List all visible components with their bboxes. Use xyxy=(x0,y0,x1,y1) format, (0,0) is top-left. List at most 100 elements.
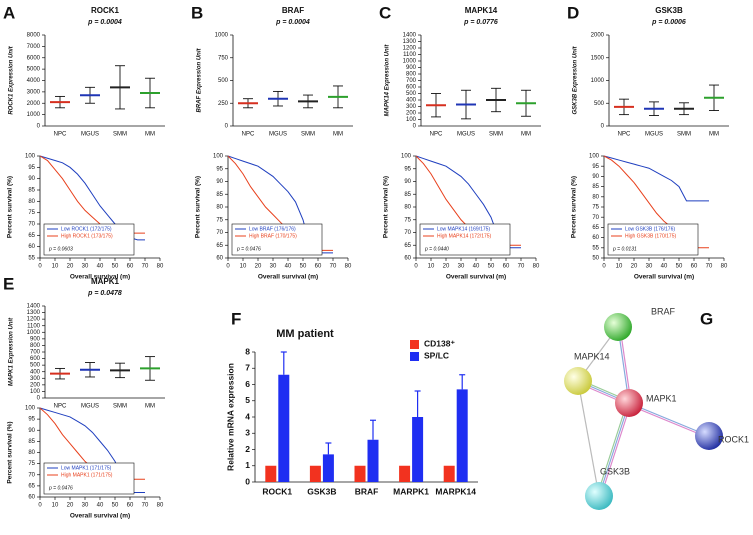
x-tick-label: MM xyxy=(333,132,343,138)
y-tick-label: 90 xyxy=(28,428,35,434)
y-tick-label: 7 xyxy=(245,363,250,373)
y-tick-label: 80 xyxy=(404,205,411,211)
node-label: BRAF xyxy=(651,306,676,316)
y-axis-label: ROCK1 Expression Unit xyxy=(9,45,15,114)
legend-swatch xyxy=(410,340,419,349)
y-tick-label: 70 xyxy=(404,230,411,236)
x-tick-label: 40 xyxy=(285,264,292,270)
bar xyxy=(412,417,424,482)
legend-label: Low GSK3B (176/176) xyxy=(625,226,675,232)
node xyxy=(695,422,723,450)
annotation: p = 0.0776 xyxy=(463,19,498,26)
x-tick-label: 10 xyxy=(428,264,435,270)
x-tick-label: 0 xyxy=(38,264,42,270)
y-tick-label: 1000 xyxy=(591,78,605,84)
y-tick-label: 65 xyxy=(28,483,35,489)
y-tick-label: 65 xyxy=(592,225,599,231)
x-tick-label: BRAF xyxy=(355,486,379,496)
x-tick-label: 20 xyxy=(443,264,450,270)
y-tick-label: 7000 xyxy=(27,44,41,50)
y-tick-label: 50 xyxy=(592,256,599,262)
y-tick-label: 60 xyxy=(592,235,599,241)
y-tick-label: 85 xyxy=(28,439,35,445)
y-tick-label: 90 xyxy=(216,179,223,185)
y-tick-label: 600 xyxy=(30,356,41,362)
bar xyxy=(367,439,379,482)
legend-box xyxy=(43,462,135,495)
y-tick-label: 400 xyxy=(406,98,417,104)
y-tick-label: 3 xyxy=(245,428,250,438)
chart-title: MAPK1 xyxy=(91,277,120,286)
y-tick-label: 300 xyxy=(406,104,417,110)
y-tick-label: 80 xyxy=(592,194,599,200)
x-tick-label: MGUS xyxy=(81,132,99,138)
x-tick-label: SMM xyxy=(113,132,127,138)
x-tick-label: 20 xyxy=(255,264,262,270)
y-tick-label: 100 xyxy=(213,154,224,160)
x-tick-label: 50 xyxy=(112,503,119,509)
node-label: MAPK1 xyxy=(646,393,677,403)
legend-box xyxy=(231,223,323,256)
x-tick-label: 80 xyxy=(345,264,352,270)
annotation: p = 0.0004 xyxy=(87,19,122,26)
x-tick-label: 10 xyxy=(52,264,59,270)
x-axis-label: Overall survival (m) xyxy=(258,274,318,281)
x-tick-label: 40 xyxy=(97,503,104,509)
y-tick-label: 0 xyxy=(37,396,41,402)
x-tick-label: 10 xyxy=(52,503,59,509)
x-tick-label: GSK3B xyxy=(307,486,336,496)
y-tick-label: 65 xyxy=(216,243,223,249)
y-tick-label: 60 xyxy=(28,244,35,250)
y-tick-label: 1000 xyxy=(403,59,417,65)
x-tick-label: 80 xyxy=(157,264,164,270)
y-tick-label: 900 xyxy=(406,65,417,71)
y-tick-label: 90 xyxy=(404,179,411,185)
x-tick-label: MARPK1 xyxy=(393,486,429,496)
x-tick-label: NPC xyxy=(430,132,443,138)
y-tick-label: 55 xyxy=(28,256,35,262)
x-tick-label: NPC xyxy=(618,132,631,138)
y-tick-label: 500 xyxy=(406,91,417,97)
x-tick-label: 60 xyxy=(315,264,322,270)
x-tick-label: 80 xyxy=(721,264,728,270)
y-axis-label: MAPK1 Expression Unit xyxy=(9,317,15,386)
y-tick-label: 1200 xyxy=(403,46,417,52)
bar xyxy=(278,374,290,482)
y-tick-label: 200 xyxy=(30,382,41,388)
x-tick-label: 60 xyxy=(127,503,134,509)
x-tick-label: NPC xyxy=(54,132,67,138)
annotation: p = 0.0131 xyxy=(612,246,637,252)
annotation: p = 0.0440 xyxy=(424,246,449,252)
x-tick-label: 40 xyxy=(97,264,104,270)
x-tick-label: 70 xyxy=(142,503,149,509)
y-tick-label: 0 xyxy=(601,124,605,130)
legend-label: CD138⁺ xyxy=(424,338,455,348)
y-axis-label: Percent survival (%) xyxy=(7,421,14,483)
y-tick-label: 1400 xyxy=(27,304,41,310)
x-tick-label: SMM xyxy=(113,404,127,410)
y-tick-label: 80 xyxy=(28,450,35,456)
y-tick-label: 85 xyxy=(592,184,599,190)
y-tick-label: 100 xyxy=(25,406,36,412)
y-axis-label: Percent survival (%) xyxy=(7,176,14,238)
legend-box xyxy=(419,223,511,256)
y-tick-label: 1100 xyxy=(403,52,417,58)
x-tick-label: 50 xyxy=(112,264,119,270)
y-axis-label: Percent survival (%) xyxy=(195,176,202,238)
annotation: p = 0.0476 xyxy=(236,246,261,252)
x-tick-label: 20 xyxy=(67,264,74,270)
legend-label: SP/LC xyxy=(424,350,449,360)
y-axis-label: MAPK14 Expression Unit xyxy=(385,44,391,117)
y-tick-label: 200 xyxy=(406,111,417,117)
legend-label: Low MAPK14 (169/175) xyxy=(437,226,490,232)
panel-label: E xyxy=(3,274,14,293)
x-tick-label: 30 xyxy=(458,264,465,270)
y-tick-label: 0 xyxy=(245,476,250,486)
x-tick-label: 0 xyxy=(226,264,230,270)
y-tick-label: 4000 xyxy=(27,78,41,84)
y-tick-label: 400 xyxy=(30,369,41,375)
x-tick-label: NPC xyxy=(242,132,255,138)
x-tick-label: SMM xyxy=(301,132,315,138)
legend-box xyxy=(607,223,699,256)
chart-title: ROCK1 xyxy=(91,6,120,15)
